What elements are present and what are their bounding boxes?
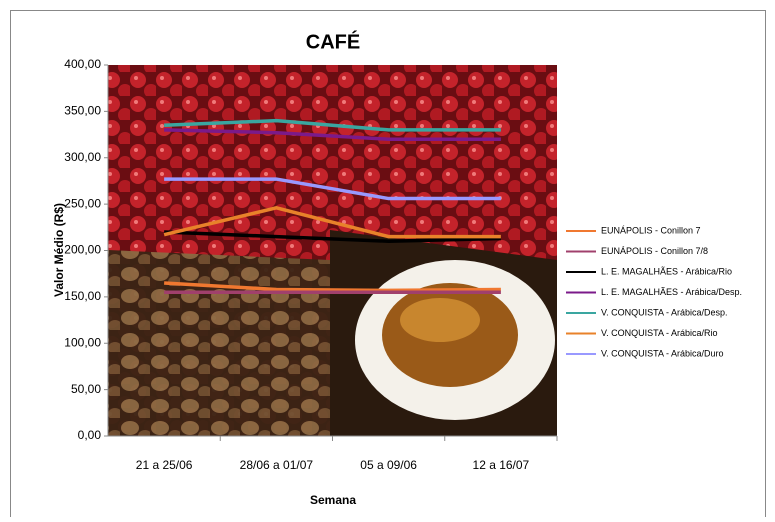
y-tick-label: 0,00: [78, 428, 102, 442]
y-tick-label: 400,00: [64, 57, 101, 71]
x-tick-label: 05 a 09/06: [360, 458, 417, 472]
y-tick-label: 100,00: [64, 335, 101, 349]
series-line: [164, 177, 501, 201]
legend-label: EUNÁPOLIS - Conillon 7/8: [601, 246, 708, 256]
series-line: [164, 118, 501, 132]
chart-title: CAFÉ: [306, 30, 360, 53]
x-tick-label: 21 a 25/06: [136, 458, 193, 472]
series-line: [164, 128, 501, 141]
y-tick-label: 200,00: [64, 243, 101, 257]
y-tick-label: 300,00: [64, 150, 101, 164]
legend-label: L. E. MAGALHÃES - Arábica/Rio: [601, 266, 732, 276]
x-tick-label: 28/06 a 01/07: [240, 458, 314, 472]
y-tick-label: 350,00: [64, 104, 101, 118]
legend-label: V. CONQUISTA - Arábica/Duro: [601, 348, 724, 358]
series-line: [164, 230, 501, 243]
y-tick-label: 250,00: [64, 196, 101, 210]
y-tick-label: 150,00: [64, 289, 101, 303]
x-axis-label: Semana: [310, 493, 356, 507]
background-photo: [108, 65, 557, 436]
y-axis-label: Valor Médio (R$): [52, 203, 66, 297]
legend-label: EUNÁPOLIS - Conillon 7: [601, 225, 701, 235]
legend-label: L. E. MAGALHÃES - Arábica/Desp.: [601, 287, 742, 297]
legend-label: V. CONQUISTA - Arábica/Desp.: [601, 307, 728, 317]
series-line: [164, 281, 501, 293]
x-tick-label: 12 a 16/07: [473, 458, 530, 472]
series-line: [163, 206, 501, 239]
y-tick-label: 50,00: [71, 382, 101, 396]
legend-label: V. CONQUISTA - Arábica/Rio: [601, 328, 718, 338]
